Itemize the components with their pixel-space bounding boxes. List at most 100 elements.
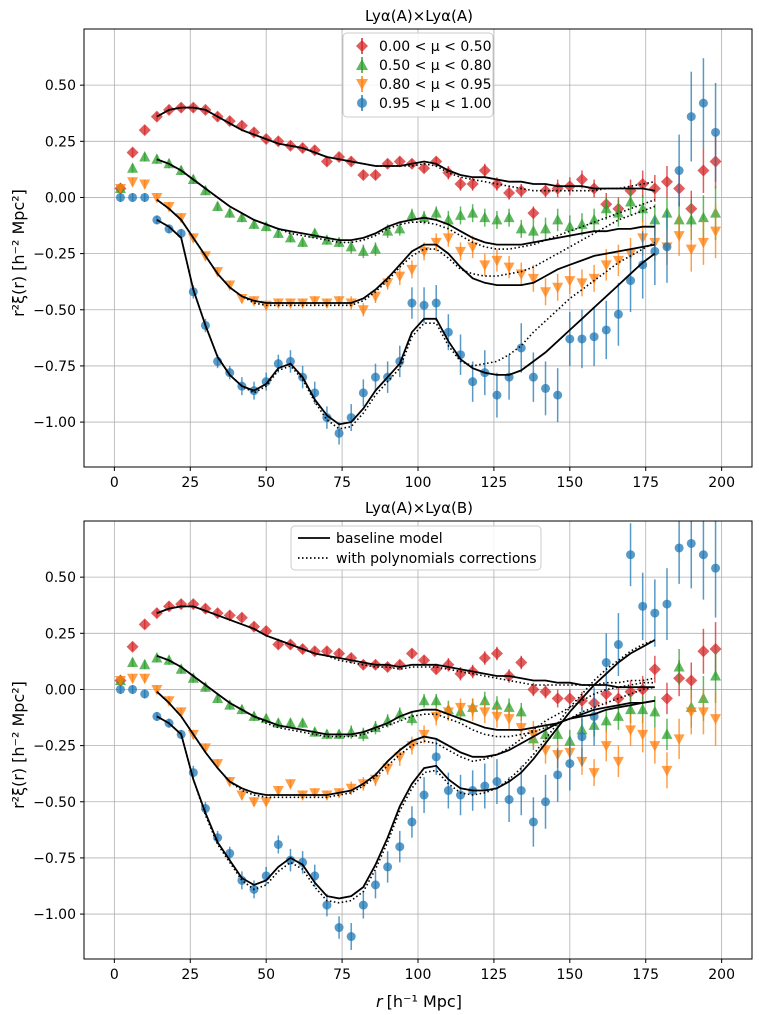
- data-point-triangle-up: [661, 728, 673, 739]
- y-tick-label: 0.00: [45, 682, 76, 698]
- data-point-circle: [152, 215, 162, 225]
- data-point-diamond: [138, 124, 151, 137]
- data-point-circle: [638, 260, 648, 270]
- x-tick-label: 125: [481, 475, 508, 491]
- data-point-circle: [626, 550, 636, 560]
- model-baseline-curve: [156, 605, 655, 689]
- model-polynomial-curve: [156, 655, 655, 738]
- data-point-triangle-down: [357, 305, 369, 316]
- data-point-triangle-up: [710, 669, 722, 681]
- data-point-diamond: [442, 658, 455, 671]
- x-tick-label: 150: [556, 967, 583, 983]
- data-point-diamond: [333, 647, 346, 660]
- data-point-triangle-down: [515, 269, 527, 280]
- x-tick-label: 0: [110, 475, 119, 491]
- data-point-diamond: [357, 658, 370, 671]
- data-point-diamond: [248, 126, 261, 139]
- data-point-triangle-up: [612, 710, 624, 721]
- data-point-circle: [565, 759, 575, 769]
- data-point-triangle-up: [260, 220, 272, 232]
- series-green: [114, 151, 722, 259]
- data-point-circle: [613, 309, 623, 319]
- data-point-triangle-up: [430, 207, 442, 218]
- data-point-circle: [698, 550, 708, 560]
- legend-label: 0.00 < μ < 0.50: [379, 39, 492, 55]
- data-point-triangle-up: [284, 717, 296, 728]
- data-point-diamond: [490, 647, 503, 660]
- data-point-circle: [601, 325, 611, 335]
- x-tick-label: 75: [333, 475, 351, 491]
- data-point-triangle-down: [163, 696, 175, 707]
- x-axis-units: [h⁻¹ Mpc]: [387, 992, 462, 1011]
- data-point-triangle-down: [625, 725, 637, 736]
- data-point-triangle-down: [333, 296, 345, 307]
- x-tick-label: 200: [708, 967, 735, 983]
- legend-entry-mu-1: 0.00 < μ < 0.50: [356, 38, 492, 55]
- data-point-triangle-down: [418, 729, 430, 741]
- x-tick-label: 0: [110, 967, 119, 983]
- data-point-circle: [528, 817, 538, 827]
- data-point-triangle-up: [479, 694, 491, 706]
- data-point-triangle-up: [333, 236, 345, 247]
- data-point-circle: [553, 770, 563, 780]
- data-point-circle: [626, 276, 636, 286]
- x-tick-label: 175: [632, 475, 659, 491]
- legend-entry-mu-4: 0.95 < μ < 1.00: [357, 95, 492, 112]
- data-point-circle: [334, 923, 344, 933]
- data-point-diamond: [551, 692, 564, 705]
- data-point-circle: [711, 563, 721, 573]
- data-point-circle: [115, 684, 125, 694]
- data-point-triangle-up: [187, 672, 199, 683]
- data-point-circle: [140, 689, 150, 699]
- data-point-triangle-up: [406, 712, 418, 724]
- data-point-diamond: [685, 674, 698, 687]
- data-point-triangle-up: [612, 207, 624, 218]
- data-point-triangle-down: [127, 177, 139, 188]
- data-point-circle: [140, 192, 150, 202]
- data-point-circle: [541, 383, 551, 393]
- data-point-triangle-up: [127, 162, 139, 173]
- data-point-diamond: [333, 151, 346, 164]
- data-point-triangle-up: [272, 227, 284, 238]
- data-point-diamond: [320, 645, 333, 658]
- data-point-triangle-down: [588, 768, 600, 779]
- data-point-triangle-up: [212, 200, 224, 211]
- data-point-circle: [322, 413, 332, 423]
- data-point-circle: [662, 242, 672, 252]
- panel-top: Lyα(A)×Lyα(A) 0 25 50 75 100 125 150 175 200 −1.0…: [33, 7, 753, 491]
- data-point-diamond: [478, 652, 491, 665]
- data-point-circle: [407, 298, 417, 308]
- data-point-circle: [358, 900, 368, 910]
- data-point-circle: [589, 332, 599, 342]
- data-point-triangle-up: [212, 692, 224, 703]
- data-point-triangle-up: [697, 211, 709, 223]
- data-point-triangle-down: [114, 183, 126, 195]
- legend-entry-baseline: baseline model: [298, 531, 443, 547]
- data-point-circle: [322, 900, 332, 910]
- y-tick-label: −0.50: [33, 795, 76, 811]
- data-point-triangle-up: [685, 213, 697, 225]
- data-point-circle: [152, 711, 162, 721]
- data-point-triangle-down: [552, 282, 564, 294]
- series-red: [114, 598, 722, 715]
- data-point-triangle-down: [612, 756, 624, 768]
- legend-triangle-up-marker: [356, 59, 368, 70]
- data-point-triangle-down: [151, 192, 163, 204]
- x-tick-label: 50: [257, 967, 275, 983]
- data-point-triangle-up: [406, 209, 418, 220]
- data-point-triangle-up: [357, 245, 369, 256]
- data-point-triangle-up: [199, 184, 211, 196]
- data-point-circle: [346, 932, 356, 942]
- data-point-diamond: [381, 661, 394, 673]
- y-tick-label: −1.00: [33, 415, 76, 431]
- data-point-triangle-down: [127, 673, 139, 685]
- data-point-triangle-down: [673, 231, 685, 242]
- data-point-triangle-up: [637, 202, 649, 214]
- model-polynomial-curve: [156, 199, 656, 307]
- data-point-diamond: [405, 647, 418, 660]
- data-point-triangle-down: [455, 702, 467, 714]
- data-point-triangle-down: [673, 734, 685, 745]
- x-axis-symbol: r: [376, 992, 384, 1011]
- data-point-triangle-up: [345, 240, 357, 252]
- data-point-triangle-down: [151, 684, 163, 696]
